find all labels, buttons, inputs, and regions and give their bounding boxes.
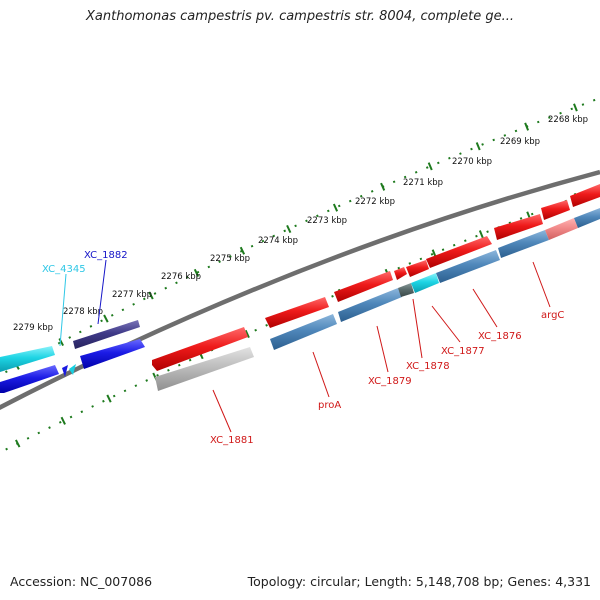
genome-backbone — [0, 169, 600, 410]
gene-argc-feature[interactable] — [498, 230, 549, 258]
gene-xc1879-feature[interactable] — [338, 288, 402, 322]
gene-red-feature-7[interactable] — [494, 214, 543, 240]
label-xc1879[interactable]: XC_1879 — [368, 376, 412, 387]
scale-label-2277: 2277 kbp — [112, 290, 152, 300]
scale-major-tick — [427, 162, 433, 171]
scale-major-tick — [286, 224, 292, 234]
gene-red-feature-6[interactable] — [426, 236, 492, 268]
leader-xc1881 — [212, 389, 232, 433]
scale-major-tick — [58, 338, 64, 347]
scale-major-tick — [148, 291, 154, 300]
scale-major-tick — [475, 142, 481, 151]
gene-blue-feature-2[interactable] — [80, 339, 145, 369]
gene-xc1878-feature[interactable] — [398, 283, 414, 297]
scale-label-2271: 2271 kbp — [403, 178, 443, 188]
leader-xc4345 — [59, 273, 67, 347]
leader-xc1877 — [431, 305, 461, 343]
scale-label-2274: 2274 kbp — [258, 236, 298, 246]
gene-blue-small-1[interactable] — [62, 365, 68, 377]
gene-proa-feature[interactable] — [270, 314, 337, 350]
leader-xc1879 — [376, 325, 389, 373]
scale-major-tick — [60, 416, 66, 425]
gene-red-feature-9[interactable] — [570, 184, 600, 207]
leader-xc1878 — [412, 298, 423, 359]
gene-red-feature-8[interactable] — [541, 200, 570, 220]
gene-xc1877-feature[interactable] — [411, 273, 439, 293]
scale-major-tick — [15, 439, 21, 448]
scale-label-2273: 2273 kbp — [307, 216, 347, 226]
gene-red-feature-3[interactable] — [334, 271, 393, 302]
gene-red-feature-2[interactable] — [265, 297, 329, 328]
label-xc4345[interactable]: XC_4345 — [42, 264, 86, 275]
leader-proa — [312, 351, 330, 398]
scale-major-tick — [106, 394, 112, 403]
label-xc1876[interactable]: XC_1876 — [478, 331, 522, 342]
label-proa[interactable]: proA — [318, 400, 341, 411]
leader-argc — [532, 261, 551, 308]
label-xc1877[interactable]: XC_1877 — [441, 346, 485, 357]
gene-steel-feature-end[interactable] — [574, 208, 600, 228]
gene-xc1876-feature[interactable] — [436, 250, 500, 283]
scale-major-tick — [103, 314, 109, 323]
gene-xc1881-feature[interactable] — [155, 347, 254, 391]
leader-xc1876 — [472, 288, 498, 328]
scale-label-2275: 2275 kbp — [210, 254, 250, 264]
gene-red-feature-4[interactable] — [394, 267, 407, 280]
label-xc1882[interactable]: XC_1882 — [84, 250, 128, 261]
outer-major-ticks — [14, 103, 578, 370]
scale-major-tick — [239, 246, 246, 255]
gene-red-feature-1[interactable] — [152, 327, 248, 371]
label-xc1878[interactable]: XC_1878 — [406, 361, 450, 372]
gene-pink-feature[interactable] — [545, 218, 578, 240]
accession-text: Accession: NC_007086 — [10, 574, 153, 589]
scale-major-tick — [332, 203, 339, 212]
gene-xc4345-feature[interactable] — [0, 346, 55, 372]
scale-major-tick — [380, 182, 386, 191]
scale-label-2268: 2268 kbp — [548, 115, 588, 125]
gene-blue-feature-1[interactable] — [0, 365, 59, 393]
scale-major-tick — [244, 329, 250, 339]
scale-label-2272: 2272 kbp — [355, 197, 395, 207]
map-title: Xanthomonas campestris pv. campestris st… — [86, 9, 514, 24]
inner-major-ticks — [15, 192, 579, 448]
gene-red-feature-5[interactable] — [406, 260, 429, 277]
gene-cyan-small-1[interactable] — [69, 364, 76, 375]
scale-major-tick — [193, 268, 200, 277]
label-xc1881[interactable]: XC_1881 — [210, 435, 254, 446]
gene-xc1882-feature[interactable] — [73, 320, 140, 349]
scale-label-2278: 2278 kbp — [63, 307, 103, 317]
scale-label-2276: 2276 kbp — [161, 272, 201, 282]
leader-xc1882 — [97, 259, 107, 325]
scale-label-2269: 2269 kbp — [500, 137, 540, 147]
scale-major-tick — [478, 230, 484, 239]
label-argc[interactable]: argC — [541, 310, 564, 321]
scale-label-2279: 2279 kbp — [13, 323, 53, 333]
scale-major-tick — [524, 122, 530, 131]
scale-label-2270: 2270 kbp — [452, 157, 492, 167]
scale-major-tick — [573, 103, 578, 112]
genome-summary-text: Topology: circular; Length: 5,148,708 bp… — [247, 574, 591, 589]
